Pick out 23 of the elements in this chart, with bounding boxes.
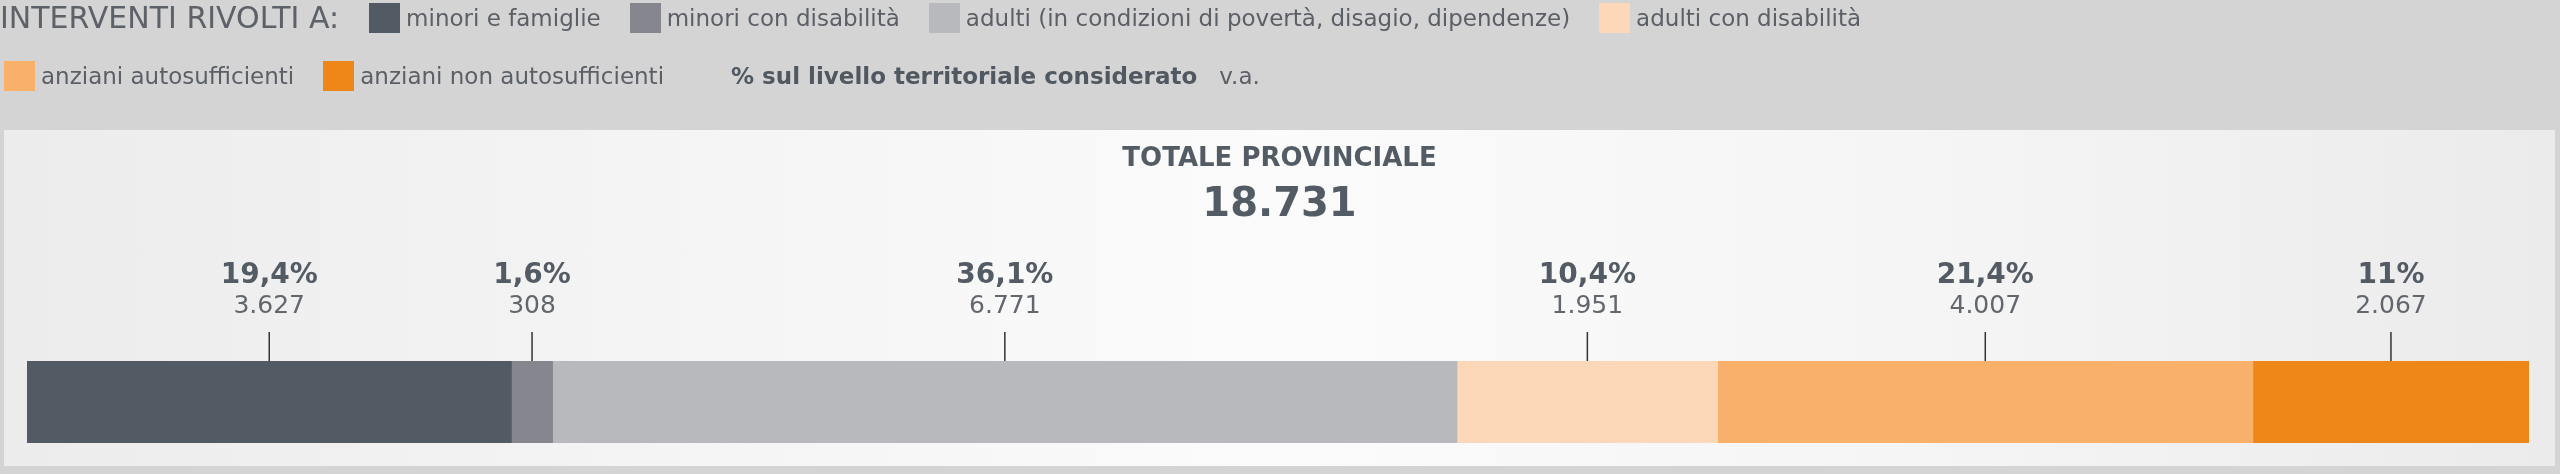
bar — [27, 361, 512, 443]
text: % sul livello territoriale considerato — [731, 62, 1198, 91]
data-label: 21,4% 4.007 — [1936, 257, 2034, 319]
data-label: 1,6% 308 — [493, 257, 571, 319]
chart-subtitle: 18.731 — [1202, 179, 1357, 226]
legend-label: anziani autosufficienti — [41, 63, 295, 89]
legend-label: minori e famiglie — [406, 5, 601, 31]
chart-title: TOTALE PROVINCIALE — [1122, 141, 1437, 172]
bar — [552, 361, 1458, 443]
data-label: 19,4% 3.627 — [220, 257, 318, 319]
legend-label: adulti con disabilità — [1636, 5, 1862, 31]
data-label: 36,1% 6.771 — [956, 257, 1054, 319]
bar — [1456, 361, 1718, 443]
bar — [511, 361, 553, 443]
data-label: 10,4% 1.951 — [1538, 257, 1636, 319]
legend-label: anziani non autosufficienti — [360, 63, 665, 89]
legend-title: INTERVENTI RIVOLTI A: — [0, 0, 340, 35]
legend-label: adulti (in condizioni di povertà, disagio, dipendenze) — [965, 5, 1571, 31]
data-label: 11% 2.067 — [2355, 257, 2427, 319]
legend-label: minori con disabilità — [666, 5, 900, 31]
text: v.a. — [1219, 62, 1260, 91]
bar — [1717, 361, 2254, 443]
bar — [2252, 361, 2529, 443]
